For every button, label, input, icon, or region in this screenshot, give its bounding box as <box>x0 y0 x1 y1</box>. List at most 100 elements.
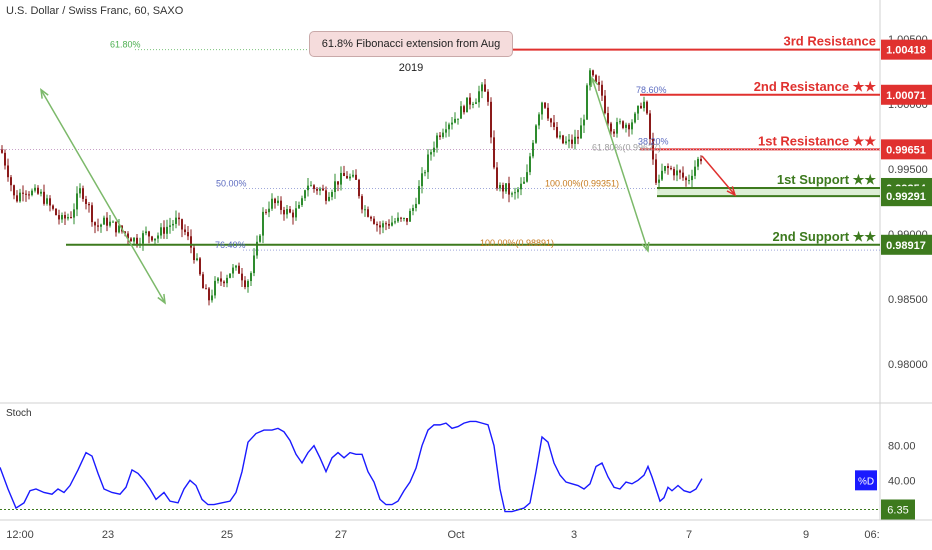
candle-body <box>256 241 258 256</box>
candle-body <box>43 191 45 204</box>
x-tick-label: 25 <box>221 529 233 541</box>
level-price-label: 0.98917 <box>886 240 926 252</box>
candle-body <box>502 185 504 192</box>
candle-body <box>487 91 489 102</box>
candle-body <box>334 181 336 193</box>
candle-body <box>193 247 195 261</box>
candle-body <box>460 106 462 119</box>
stoch-current-box <box>881 499 915 520</box>
candle-body <box>31 190 33 196</box>
candle-body <box>571 139 573 144</box>
candle-body <box>691 175 693 181</box>
candle-body <box>280 200 282 210</box>
candle-body <box>469 97 471 105</box>
candle-body <box>532 142 534 157</box>
candle-body <box>358 179 360 197</box>
candle-body <box>223 281 225 284</box>
fibonacci-annotation: 61.8% Fibonacci extension from Aug 2019 <box>309 31 513 74</box>
candle-body <box>553 122 555 127</box>
projection-arrow-head <box>726 186 737 197</box>
fib-label: 100.00%(0.98891) <box>480 238 554 248</box>
candle-body <box>526 172 528 182</box>
trend-arrow <box>40 89 166 304</box>
candle-body <box>676 170 678 176</box>
candle-body <box>685 177 687 181</box>
candle-body <box>415 203 417 209</box>
candle-body <box>79 188 81 194</box>
candle-body <box>403 217 405 219</box>
x-tick-label: 9 <box>803 529 809 541</box>
level-price-box <box>881 39 932 60</box>
level-price-box <box>881 84 932 105</box>
candle-body <box>238 265 240 274</box>
candle-body <box>616 122 618 134</box>
candle-body <box>367 209 369 217</box>
candle-body <box>697 158 699 167</box>
candle-body <box>424 172 426 174</box>
candle-body <box>640 105 642 109</box>
level-name-label: 1st Support ★★ <box>777 172 876 187</box>
candle-body <box>547 107 549 119</box>
candle-body <box>337 181 339 185</box>
candle-body <box>520 183 522 190</box>
candle-body <box>292 212 294 218</box>
candle-body <box>283 209 285 215</box>
candle-body <box>226 277 228 284</box>
candle-body <box>28 194 30 196</box>
candle-body <box>64 215 66 219</box>
candle-body <box>1 149 3 153</box>
candle-body <box>481 84 483 92</box>
candle-body <box>73 209 75 218</box>
candle-body <box>109 221 111 226</box>
level-price-label: 0.99291 <box>886 191 926 203</box>
candle-body <box>535 125 537 143</box>
candle-body <box>664 166 666 171</box>
candle-body <box>241 273 243 281</box>
candle-body <box>451 122 453 125</box>
candle-body <box>373 218 375 224</box>
candle-body <box>307 185 309 191</box>
candle-body <box>331 192 333 197</box>
candle-body <box>37 187 39 194</box>
y-tick-label: 0.98500 <box>888 294 928 306</box>
stoch-legend-label: %D <box>858 476 874 487</box>
candle-body <box>412 208 414 211</box>
candle-body <box>202 274 204 289</box>
candle-body <box>163 227 165 234</box>
candle-body <box>364 209 366 211</box>
candle-body <box>124 231 126 234</box>
candle-body <box>586 85 588 120</box>
trend-arrow-head <box>641 241 650 253</box>
candle-body <box>385 223 387 225</box>
candle-body <box>346 175 348 179</box>
candle-body <box>13 185 15 196</box>
candle-body <box>421 173 423 187</box>
candle-body <box>85 198 87 205</box>
candle-body <box>673 169 675 176</box>
level-price-box <box>881 234 932 255</box>
candle-body <box>187 232 189 237</box>
candle-body <box>523 181 525 184</box>
level-name-label: 3rd Resistance <box>784 34 877 49</box>
candle-body <box>493 137 495 168</box>
candle-body <box>133 237 135 242</box>
candle-body <box>76 193 78 210</box>
candle-body <box>130 238 132 242</box>
level-price-box <box>881 139 932 160</box>
candle-body <box>472 103 474 105</box>
level-price-box <box>881 186 932 207</box>
candle-body <box>154 238 156 241</box>
candle-body <box>355 174 357 180</box>
candle-body <box>529 156 531 173</box>
candle-body <box>541 102 543 115</box>
candle-body <box>88 204 90 206</box>
candle-body <box>157 235 159 239</box>
fib-label: 38.20% <box>638 136 669 146</box>
candle-body <box>145 231 147 234</box>
candle-body <box>103 217 105 225</box>
candle-body <box>610 123 612 132</box>
candle-body <box>49 198 51 206</box>
candle-body <box>25 193 27 195</box>
y-tick-label: 0.98000 <box>888 359 928 371</box>
